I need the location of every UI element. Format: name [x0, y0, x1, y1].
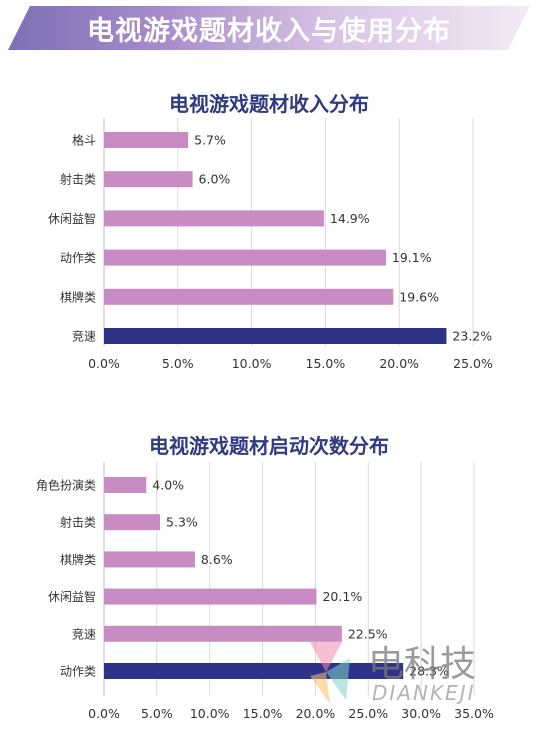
watermark-shape-pink [310, 642, 342, 672]
value-label: 14.9% [330, 211, 370, 226]
value-label: 20.1% [322, 589, 362, 604]
watermark-brand: 电科技 [368, 644, 476, 685]
value-label: 5.3% [166, 515, 198, 530]
category-label: 竞速 [72, 627, 96, 641]
chart-1-title: 电视游戏题材收入分布 [169, 92, 369, 116]
category-label: 动作类 [60, 665, 96, 679]
launches-chart: 0.0% 5.0% 10.0% 15.0% 20.0% 25.0% 30.0% 35.0% 角色… [36, 462, 494, 721]
x-tick-label: 5.0% [141, 706, 173, 721]
value-label: 19.1% [392, 250, 432, 265]
x-tick-label: 15.0% [243, 706, 283, 721]
watermark-logo: 电科技 DIANKEJI [310, 642, 476, 705]
watermark-shape-yellow [310, 672, 330, 704]
bar [104, 171, 193, 188]
x-tick-label: 15.0% [306, 356, 346, 371]
bar [104, 288, 394, 305]
value-label: 22.5% [348, 626, 388, 641]
watermark-shape-teal [326, 658, 350, 700]
category-label: 角色扮演类 [36, 478, 96, 493]
value-label: 4.0% [152, 478, 184, 493]
category-label: 射击类 [60, 172, 96, 187]
value-label: 28.3% [409, 664, 449, 679]
bar [104, 477, 147, 493]
category-label: 棋牌类 [60, 553, 96, 567]
category-label: 休闲益智 [48, 589, 96, 604]
banner-title: 电视游戏题材收入与使用分布 [8, 6, 530, 50]
bar [104, 249, 386, 266]
x-tick-label: 10.0% [190, 706, 230, 721]
bar [104, 328, 447, 344]
value-label: 19.6% [399, 289, 439, 304]
x-tick-label: 0.0% [88, 356, 120, 371]
value-label: 5.7% [194, 133, 226, 148]
x-tick-label: 25.0% [453, 356, 493, 371]
bar [104, 551, 195, 568]
value-label: 6.0% [199, 172, 231, 187]
x-tick-label: 5.0% [162, 356, 194, 371]
bar [104, 132, 189, 148]
x-tick-label: 10.0% [232, 356, 272, 371]
x-tick-label: 20.0% [296, 706, 336, 721]
revenue-chart: 0.0% 5.0% 10.0% 15.0% 20.0% 25.0% 格斗 5.7% 射击类 6.0… [48, 118, 493, 371]
category-label: 竞速 [72, 330, 96, 344]
bar [104, 625, 342, 642]
value-label: 23.2% [452, 329, 492, 344]
x-tick-label: 20.0% [379, 356, 419, 371]
value-label: 8.6% [201, 552, 233, 567]
chart-2-title: 电视游戏题材启动次数分布 [149, 434, 389, 458]
bar [104, 210, 324, 227]
bar [104, 588, 317, 605]
category-label: 格斗 [72, 133, 96, 148]
watermark-brand-latin: DIANKEJI [372, 681, 476, 705]
category-label: 射击类 [60, 515, 96, 530]
bar [104, 514, 161, 531]
category-label: 棋牌类 [60, 290, 96, 304]
x-tick-label: 25.0% [348, 706, 388, 721]
x-tick-label: 0.0% [88, 706, 120, 721]
category-label: 动作类 [60, 251, 96, 265]
x-tick-label: 30.0% [401, 706, 441, 721]
x-tick-label: 35.0% [454, 706, 494, 721]
category-label: 休闲益智 [48, 211, 96, 226]
